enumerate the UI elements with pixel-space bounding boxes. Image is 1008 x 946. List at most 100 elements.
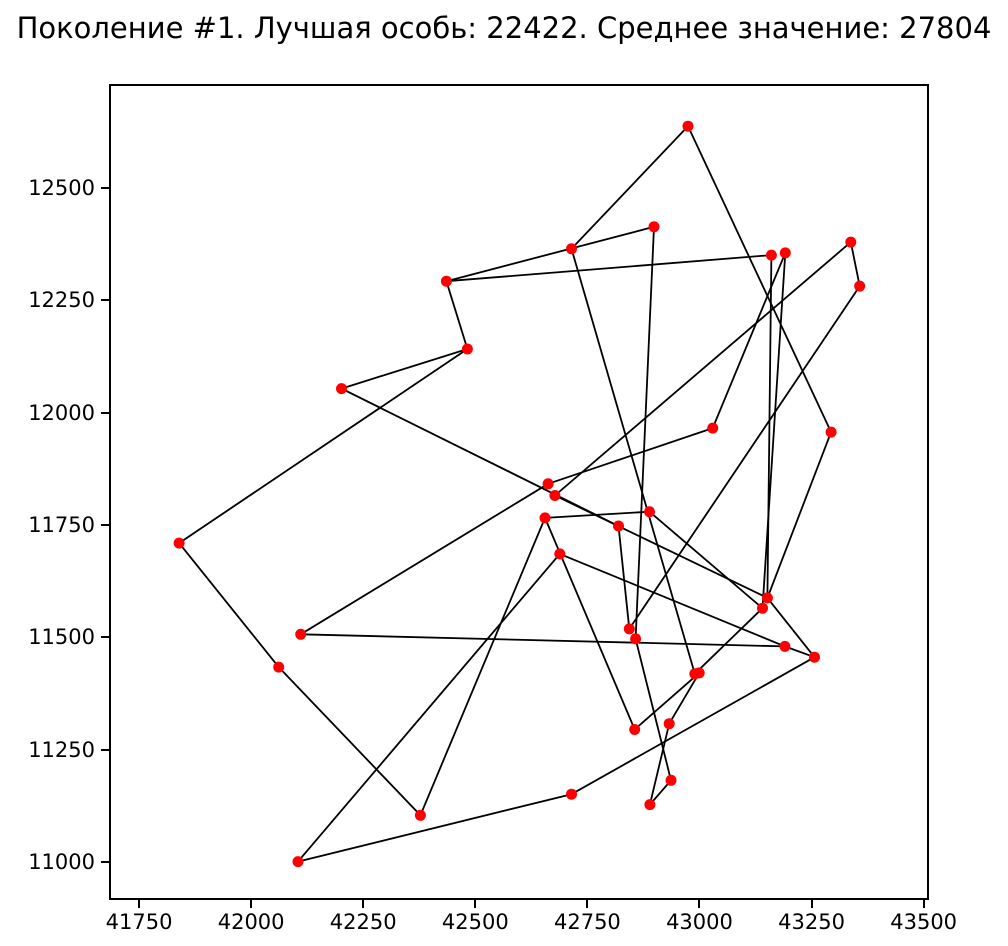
data-point bbox=[644, 506, 655, 518]
data-point bbox=[682, 120, 694, 132]
tour-segment bbox=[554, 494, 768, 599]
data-point bbox=[648, 221, 660, 233]
tour-segment bbox=[445, 280, 469, 350]
tour-segment bbox=[634, 638, 672, 781]
data-point bbox=[549, 490, 561, 501]
data-point bbox=[779, 640, 791, 652]
y-tick-label: 11750 bbox=[28, 512, 95, 537]
x-tick-mark bbox=[138, 900, 141, 908]
tour-segment bbox=[419, 517, 546, 816]
x-tick-label: 43250 bbox=[778, 910, 845, 934]
tour-segment bbox=[761, 252, 787, 609]
data-point bbox=[757, 602, 768, 614]
data-point bbox=[644, 799, 656, 811]
data-point bbox=[779, 247, 791, 259]
x-tick-label: 42000 bbox=[217, 910, 285, 934]
data-point bbox=[273, 661, 285, 673]
data-point bbox=[665, 774, 677, 786]
y-tick-mark bbox=[101, 523, 109, 526]
tour-segment bbox=[766, 255, 773, 598]
data-point bbox=[539, 512, 551, 524]
y-tick-label: 11500 bbox=[28, 625, 95, 650]
tour-segment bbox=[648, 511, 764, 609]
y-tick-mark bbox=[101, 636, 109, 639]
data-point bbox=[623, 623, 635, 635]
tour-segment bbox=[341, 348, 468, 390]
y-tick-label: 11250 bbox=[28, 737, 95, 762]
data-point bbox=[663, 718, 675, 730]
y-tick-label: 12000 bbox=[28, 400, 95, 425]
data-point bbox=[693, 667, 705, 679]
x-tick-mark bbox=[474, 900, 477, 908]
x-tick-mark bbox=[810, 900, 813, 908]
data-point bbox=[173, 537, 185, 549]
x-tick-mark bbox=[922, 900, 925, 908]
x-tick-label: 43500 bbox=[890, 910, 958, 934]
data-point bbox=[336, 383, 347, 395]
chart-title: Поколение #1. Лучшая особь: 22422. Средн… bbox=[16, 11, 992, 45]
y-tick-mark bbox=[101, 186, 109, 189]
tour-segment bbox=[559, 553, 786, 648]
data-point bbox=[566, 788, 577, 800]
y-tick-mark bbox=[101, 860, 109, 863]
data-point bbox=[825, 426, 837, 438]
data-point bbox=[461, 343, 473, 355]
x-tick-mark bbox=[362, 900, 365, 908]
tour-segment bbox=[617, 525, 631, 629]
data-point bbox=[629, 724, 641, 735]
data-point bbox=[440, 275, 452, 287]
y-tick-mark bbox=[101, 748, 109, 751]
data-point bbox=[295, 628, 307, 640]
data-point bbox=[854, 280, 866, 292]
y-tick-label: 12500 bbox=[28, 175, 95, 200]
tour-segment bbox=[849, 241, 861, 287]
tour-segment bbox=[694, 607, 764, 675]
tour-segment bbox=[649, 723, 671, 805]
x-tick-mark bbox=[250, 900, 253, 908]
y-tick-mark bbox=[101, 411, 109, 414]
x-tick-mark bbox=[698, 900, 701, 908]
y-tick-label: 11000 bbox=[28, 849, 95, 874]
x-tick-mark bbox=[586, 900, 589, 908]
tour-segment bbox=[178, 348, 468, 544]
tour-segment bbox=[766, 431, 832, 599]
tour-segment bbox=[446, 254, 772, 283]
plot-canvas bbox=[173, 120, 866, 868]
data-point bbox=[765, 249, 777, 261]
tour-segment bbox=[628, 285, 861, 630]
tour-segment bbox=[668, 672, 700, 725]
tour-segment bbox=[297, 553, 561, 863]
data-point bbox=[613, 520, 624, 532]
data-point bbox=[542, 478, 554, 490]
data-point bbox=[845, 236, 857, 248]
tour-segment bbox=[570, 125, 689, 250]
data-point bbox=[630, 633, 642, 645]
x-tick-label: 41750 bbox=[105, 910, 173, 934]
tour-segment bbox=[634, 226, 655, 639]
tour-segment bbox=[278, 666, 422, 816]
tour-segment bbox=[544, 510, 650, 519]
tour-segment bbox=[766, 597, 816, 658]
data-point bbox=[414, 809, 426, 821]
tour-segment bbox=[570, 248, 696, 675]
data-point bbox=[566, 243, 577, 255]
x-tick-label: 42500 bbox=[441, 910, 509, 934]
tour-segment bbox=[300, 633, 785, 648]
tour-segment bbox=[547, 427, 713, 485]
tour-segment bbox=[300, 483, 549, 636]
y-tick-label: 12250 bbox=[28, 288, 95, 313]
data-point bbox=[761, 592, 773, 604]
tour-segment bbox=[554, 241, 852, 497]
tour-segment bbox=[297, 793, 572, 863]
data-point bbox=[809, 651, 820, 663]
x-tick-label: 42250 bbox=[329, 910, 397, 934]
data-point bbox=[707, 422, 719, 434]
tour-segment bbox=[687, 125, 832, 433]
tour-segment bbox=[446, 225, 655, 283]
x-tick-label: 43000 bbox=[666, 910, 733, 934]
data-point bbox=[554, 548, 566, 560]
tour-segment bbox=[634, 672, 700, 731]
y-tick-mark bbox=[101, 299, 109, 302]
data-point bbox=[292, 856, 304, 868]
